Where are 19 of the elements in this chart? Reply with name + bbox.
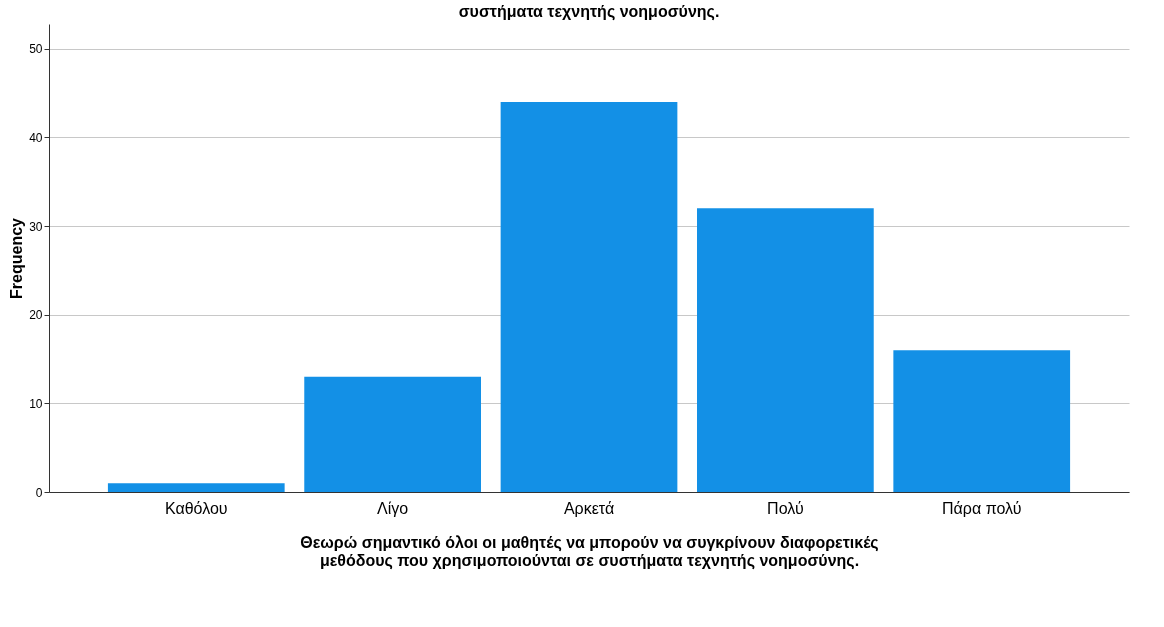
x-tick-label: Πολύ	[767, 499, 804, 517]
bar	[107, 483, 285, 492]
bar	[304, 376, 481, 492]
y-tick-label: 20	[29, 308, 43, 323]
y-axis-title: Frequency	[8, 217, 26, 299]
chart-title: συστήματα τεχνητής νοημοσύνης.	[458, 3, 720, 21]
bar	[893, 350, 1071, 492]
bar	[500, 102, 678, 492]
y-tick-label: 50	[29, 42, 43, 57]
x-axis-title: Θεωρώ σημαντικό όλοι οι μαθητές να μπορούν να συγκρίνουν διαφορετικές μεθόδους που χρησιμοποιούνται σε συστήματα τεχνητής νοημοσύνης.	[300, 533, 879, 570]
x-tick-label: Πάρα πολύ	[942, 499, 1022, 517]
bar	[697, 208, 874, 492]
y-tick-label: 30	[29, 219, 43, 234]
x-tick-label: Λίγο	[377, 499, 409, 517]
y-tick-label: 10	[29, 396, 43, 411]
x-tick-label: Αρκετά	[563, 499, 615, 517]
y-tick-label: 40	[29, 130, 43, 145]
y-tick-label: 0	[35, 485, 43, 500]
x-tick-label: Καθόλου	[164, 499, 228, 517]
